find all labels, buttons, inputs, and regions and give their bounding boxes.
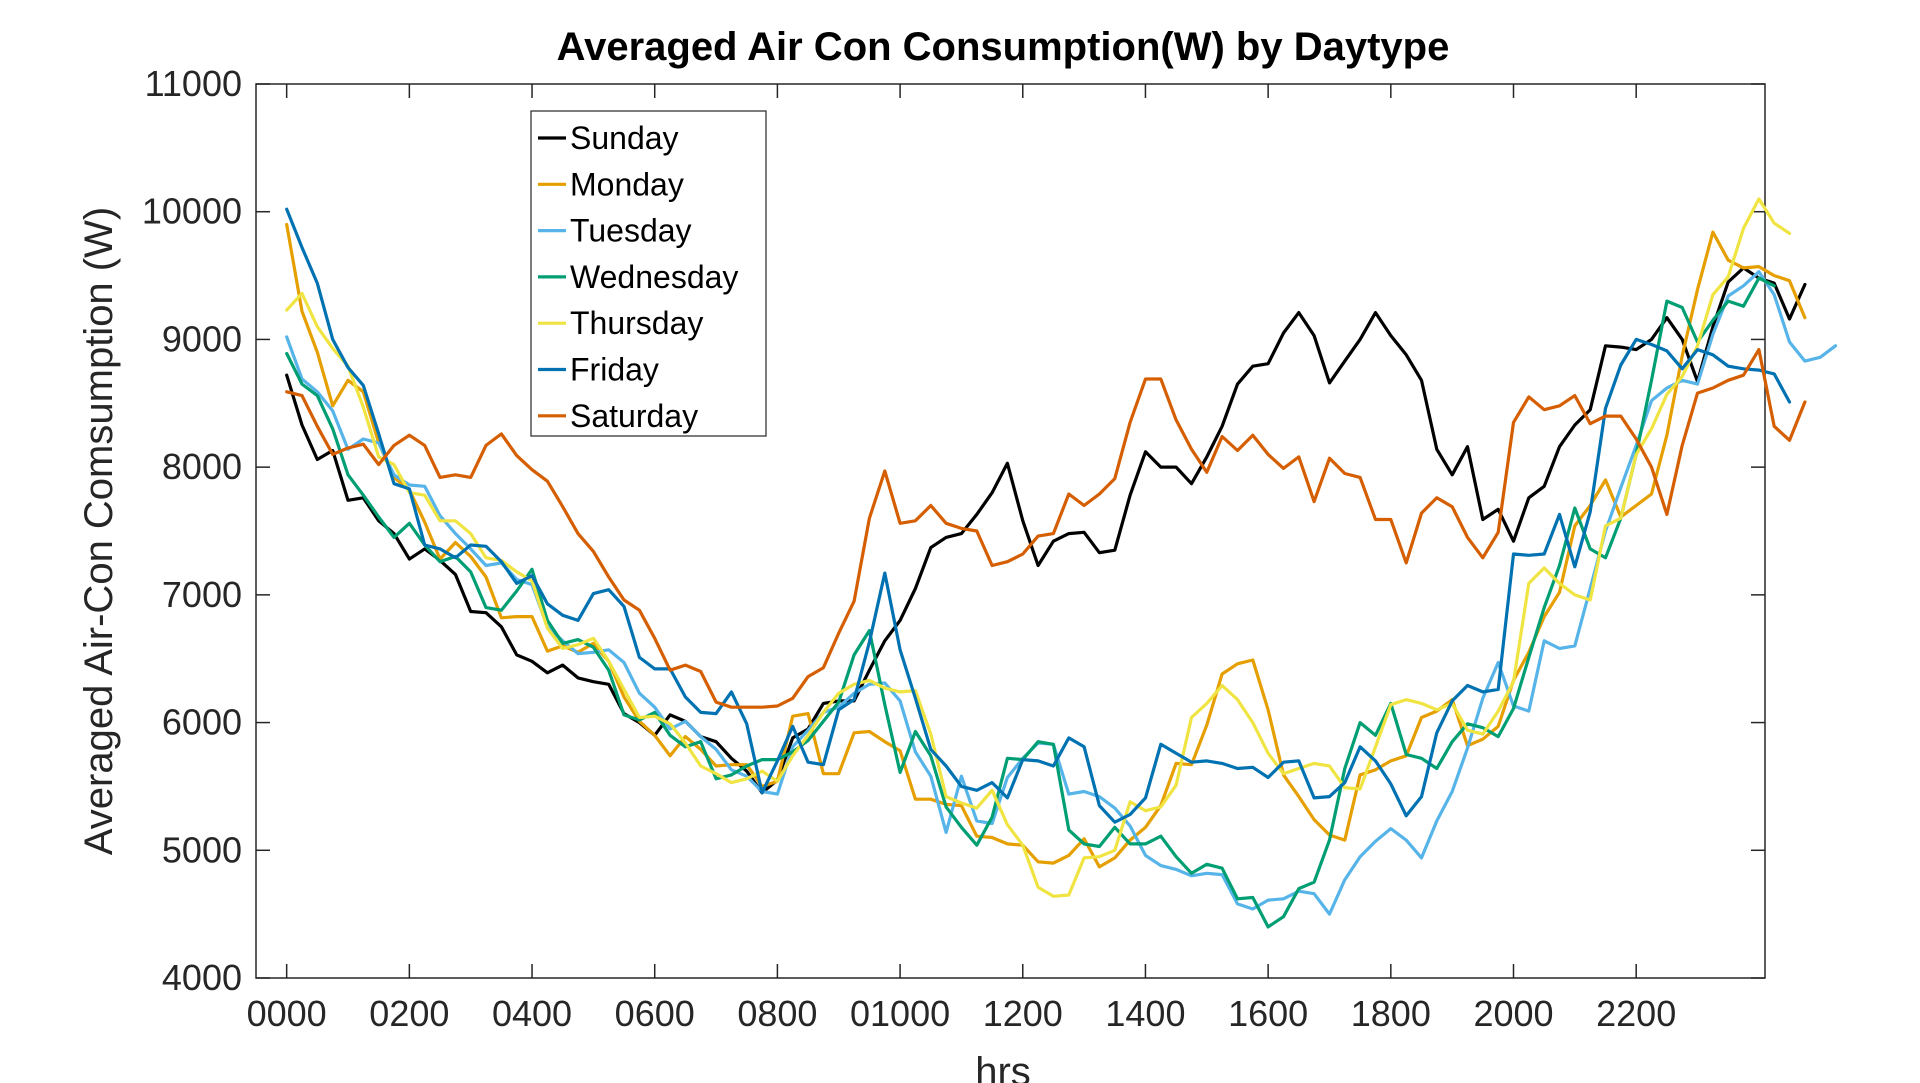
legend-box xyxy=(530,110,767,437)
legend-label-tuesday: Tuesday xyxy=(570,213,692,249)
legend-label-thursday: Thursday xyxy=(570,305,703,341)
x-tick-label: 01000 xyxy=(850,993,950,1034)
y-tick-label: 8000 xyxy=(162,446,242,487)
legend-label-monday: Monday xyxy=(570,166,684,202)
x-tick-label: 2000 xyxy=(1473,993,1553,1034)
y-axis-label: Averaged Air-Con Comsumption (W) xyxy=(77,207,121,855)
legend-label-friday: Friday xyxy=(570,352,659,388)
y-tick-label: 6000 xyxy=(162,702,242,743)
chart-title: Averaged Air Con Consumption(W) by Dayty… xyxy=(557,25,1450,69)
legend: Sunday Monday Tuesday Wednesday Thursday Frid… xyxy=(530,110,767,437)
series-line-monday xyxy=(285,222,1807,869)
series-lines xyxy=(285,197,1838,929)
y-axis: 4000 5000 6000 7000 8000 9000 10000 11000 xyxy=(142,63,1765,998)
legend-label-saturday: Saturday xyxy=(570,398,698,434)
y-tick-label: 9000 xyxy=(162,318,242,359)
legend-label-sunday: Sunday xyxy=(570,120,679,156)
y-tick-label: 4000 xyxy=(162,957,242,998)
x-tick-label: 2200 xyxy=(1596,993,1676,1034)
series-line-sunday xyxy=(285,266,1807,795)
x-tick-label: 1200 xyxy=(983,993,1063,1034)
x-tick-label: 0600 xyxy=(615,993,695,1034)
y-tick-label: 10000 xyxy=(142,191,242,232)
x-tick-label: 0400 xyxy=(492,993,572,1034)
series-line-saturday xyxy=(285,348,1807,709)
legend-items: Sunday Monday Tuesday Wednesday Thursday Frid… xyxy=(538,120,738,434)
x-tick-label: 1400 xyxy=(1105,993,1185,1034)
x-tick-label: 1600 xyxy=(1228,993,1308,1034)
x-tick-label: 1800 xyxy=(1351,993,1431,1034)
y-tick-label: 5000 xyxy=(162,829,242,870)
series-line-thursday xyxy=(285,197,1792,898)
x-tick-label: 0200 xyxy=(369,993,449,1034)
y-tick-label: 11000 xyxy=(145,63,242,104)
x-axis: 0000 0200 0400 0600 0800 01000 1200 1400 1600 180… xyxy=(247,84,1676,1034)
x-tick-label: 0000 xyxy=(247,993,327,1034)
y-tick-label: 7000 xyxy=(162,574,242,615)
x-tick-label: 0800 xyxy=(737,993,817,1034)
series-line-friday xyxy=(285,207,1792,824)
x-axis-label: hrs xyxy=(975,1050,1031,1083)
legend-label-wednesday: Wednesday xyxy=(570,259,738,295)
